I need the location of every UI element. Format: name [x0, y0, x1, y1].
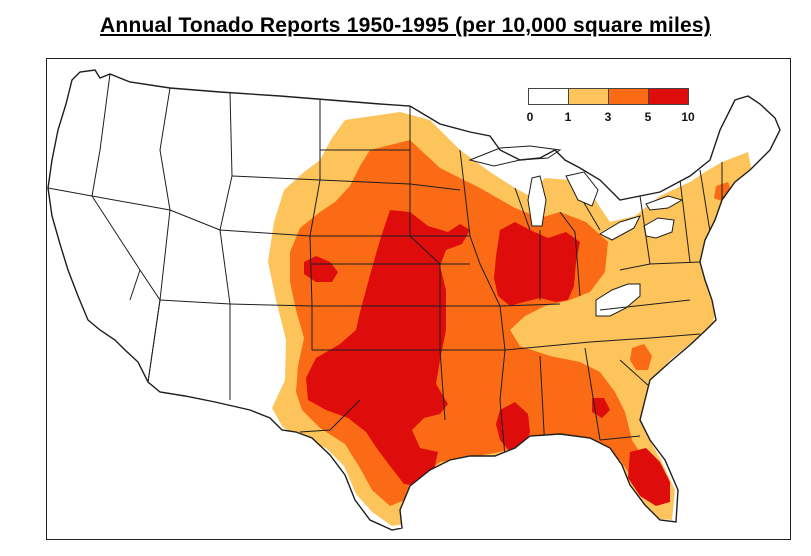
map-title: Annual Tonado Reports 1950-1995 (per 10,… [100, 14, 711, 37]
band-5-10-midwest [494, 222, 580, 306]
legend-swatch-5-10 [648, 88, 689, 105]
legend-tick-label: 3 [604, 110, 612, 124]
lake-ontario [645, 195, 684, 211]
band-5-10-georgia [592, 398, 610, 418]
legend-tick-label: 0 [526, 110, 534, 124]
lake-michigan [527, 175, 547, 227]
legend-swatch-1-3 [568, 88, 609, 105]
lake-huron [565, 171, 599, 207]
band-5-10-lower-mississippi [496, 402, 530, 452]
band-5-10-plains [306, 210, 470, 486]
legend-swatch-0-1 [528, 88, 569, 105]
legend-tick-label: 1 [564, 110, 572, 124]
band-5-10-florida [628, 448, 670, 506]
lake-superior [468, 145, 562, 167]
band-5-10-colorado [304, 256, 338, 282]
band-0-1-appalachia [595, 283, 641, 317]
state-boundaries [48, 73, 723, 457]
legend-tick-label: 10 [681, 110, 695, 124]
legend-tick-label: 5 [644, 110, 652, 124]
map-legend: 0 1 3 5 10 [526, 88, 698, 128]
legend-swatch-3-5 [608, 88, 649, 105]
lake-erie [598, 215, 641, 241]
band-3-5-carolina [630, 344, 652, 370]
great-lakes [468, 145, 684, 241]
tornado-density-bands [268, 112, 752, 526]
